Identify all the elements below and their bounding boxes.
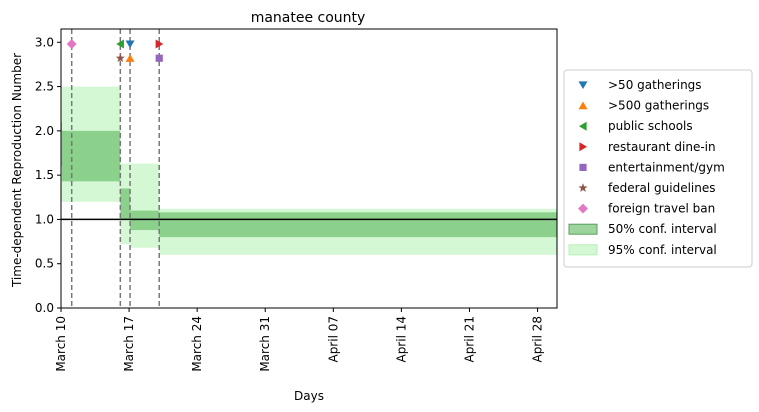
- x-axis-label: Days: [294, 389, 324, 403]
- ci50-band-2: [120, 188, 131, 220]
- y-tick-label-0: 0.0: [35, 301, 54, 315]
- legend-label-1: >500 gatherings: [608, 99, 709, 113]
- chart-title: manatee county: [251, 10, 366, 26]
- legend-swatch-7: [568, 223, 598, 235]
- ci50-band-1: [61, 130, 121, 182]
- legend-frame: [563, 69, 753, 268]
- x-tick-label-1: March 17: [122, 316, 136, 372]
- legend-label-4: entertainment/gym: [608, 160, 725, 174]
- marker-2: [116, 39, 124, 49]
- y-tick-label-6: 3.0: [35, 35, 54, 49]
- intervention-lines: [70, 29, 160, 308]
- ci50-bands: [61, 122, 557, 238]
- x-tick-label-5: April 14: [394, 316, 408, 363]
- marker-6: [66, 39, 77, 50]
- legend-marker-3: [579, 142, 588, 152]
- marker-1: [125, 54, 135, 62]
- x-tick-label-0: March 10: [54, 316, 68, 372]
- y-tick-label-1: 0.5: [35, 257, 54, 271]
- marker-4: [155, 54, 163, 62]
- y-tick-label-3: 1.5: [35, 168, 54, 182]
- legend-swatch-8: [568, 244, 598, 256]
- ci95-band-3: [130, 163, 160, 248]
- y-axis-label: Time-dependent Reproduction Number: [10, 53, 24, 288]
- legend-items: >50 gatherings >500 gatherings public scho…: [568, 78, 725, 257]
- legend-label-6: foreign travel ban: [608, 202, 715, 216]
- plot-area: [60, 28, 558, 309]
- x-axis-ticks: March 10 March 17 March 24 March 31 April 07…: [54, 308, 545, 372]
- marker-3: [155, 39, 164, 49]
- x-tick-label-6: April 21: [462, 316, 476, 363]
- legend: >50 gatherings >500 gatherings public scho…: [563, 69, 753, 268]
- y-tick-label-4: 2.0: [35, 124, 54, 138]
- legend-label-7: 50% conf. interval: [608, 222, 717, 236]
- legend-marker-2: [578, 121, 587, 131]
- plot-background: [61, 29, 557, 308]
- x-tick-label-4: April 07: [326, 316, 340, 363]
- legend-label-3: restaurant dine-in: [608, 140, 716, 154]
- y-axis-ticks: 0.0 0.5 1.0 1.5 2.0 2.5 3.0: [35, 35, 61, 315]
- y-tick-label-5: 2.5: [35, 80, 54, 94]
- x-tick-label-2: March 24: [190, 316, 204, 372]
- legend-label-8: 95% conf. interval: [608, 243, 717, 257]
- legend-label-2: public schools: [608, 119, 693, 133]
- marker-0: [125, 40, 135, 49]
- legend-label-0: >50 gatherings: [608, 78, 702, 92]
- plot-frame: [60, 28, 558, 309]
- legend-marker-5: [578, 183, 588, 192]
- x-tick-label-3: March 31: [258, 316, 272, 372]
- marker-5: [115, 53, 125, 63]
- legend-marker-1: [578, 101, 588, 110]
- ci50-band-3: [130, 210, 160, 231]
- intervention-markers: [66, 39, 164, 63]
- legend-marker-6: [578, 203, 588, 214]
- y-tick-label-2: 1.0: [35, 212, 54, 226]
- legend-marker-0: [578, 81, 588, 90]
- ci50-band-4: [159, 212, 557, 238]
- legend-label-5: federal guidelines: [608, 181, 716, 195]
- legend-marker-4: [579, 163, 587, 171]
- x-tick-label-7: April 28: [531, 316, 545, 363]
